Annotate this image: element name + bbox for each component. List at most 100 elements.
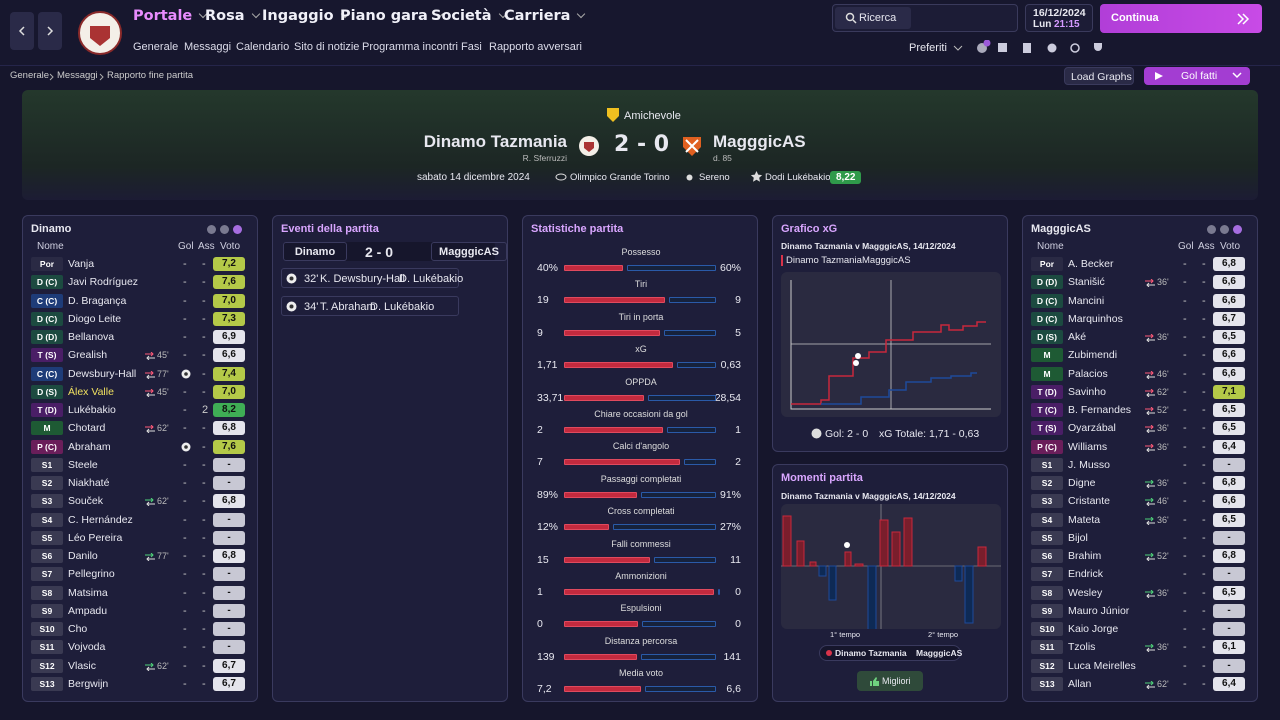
event-row[interactable]: 34' T. Abraham D. Lukébakio — [281, 296, 459, 316]
menu-item[interactable]: Portale — [133, 8, 206, 24]
goals: - — [1183, 331, 1187, 343]
player-name[interactable]: Steele — [68, 458, 98, 471]
player-name[interactable]: Matsima — [68, 586, 108, 599]
player-name[interactable]: Souček — [68, 495, 104, 508]
player-name[interactable]: Mancini — [1068, 294, 1105, 307]
stat-away: 28,54 — [714, 391, 741, 404]
player-name[interactable]: Bergwijn — [68, 677, 109, 690]
player-name[interactable]: Vlasic — [68, 659, 97, 672]
event-row[interactable]: 32' K. Dewsbury-Hall D. Lukébakio — [281, 268, 463, 288]
player-name[interactable]: Brahim — [1068, 550, 1102, 562]
sub-icon — [1144, 388, 1156, 400]
player-name[interactable]: C. Hernández — [68, 513, 133, 526]
panel-dot[interactable] — [1233, 225, 1242, 234]
menu-item[interactable]: Società — [431, 8, 506, 24]
player-name[interactable]: Vanja — [68, 258, 95, 270]
back-button[interactable] — [10, 12, 34, 50]
player-name[interactable]: Ampadu — [68, 604, 108, 617]
player-name[interactable]: A. Becker — [1068, 258, 1114, 270]
player-name[interactable]: Léo Pereira — [68, 531, 123, 544]
menu-item[interactable]: Piano gara — [340, 8, 442, 24]
player-name[interactable]: Cristante — [1068, 495, 1111, 508]
player-name[interactable]: J. Musso — [1068, 458, 1111, 471]
player-name[interactable]: Álex Valle — [68, 385, 114, 398]
forward-button[interactable] — [38, 12, 62, 50]
panel-dot[interactable] — [207, 225, 216, 234]
player-name[interactable]: Chotard — [68, 422, 106, 435]
player-name[interactable]: Zubimendi — [1068, 349, 1118, 362]
player-name[interactable]: Savinho — [1068, 385, 1106, 398]
load-graphs-button[interactable]: Load Graphs — [1064, 67, 1134, 85]
submenu-item[interactable]: Messaggi — [184, 41, 232, 53]
event-assist[interactable]: D. Lukébakio — [370, 301, 435, 313]
menu-item[interactable]: Rosa — [205, 8, 259, 24]
player-name[interactable]: Danilo — [68, 550, 98, 562]
player-name[interactable]: Aké — [1068, 331, 1087, 343]
favorites[interactable]: Preferiti — [909, 42, 947, 54]
position-badge: S13 — [1031, 676, 1063, 691]
goals: - — [183, 531, 187, 544]
event-assist[interactable]: D. Lukébakio — [399, 273, 464, 285]
club-logo[interactable] — [78, 8, 122, 58]
player-name[interactable]: Bellanova — [68, 331, 115, 343]
breadcrumb-item[interactable]: Generale — [10, 70, 50, 81]
submenu-item[interactable]: Fasi — [461, 41, 482, 53]
player-name[interactable]: Mateta — [1068, 513, 1101, 526]
player-name[interactable]: Abraham — [68, 440, 111, 453]
player-name[interactable]: Cho — [68, 623, 88, 635]
search-button[interactable] — [835, 7, 911, 29]
player-name[interactable]: Endrick — [1068, 568, 1104, 581]
player-name[interactable]: Bijol — [1068, 531, 1088, 544]
goals-button[interactable]: Gol fatti — [1144, 67, 1250, 85]
sub-icon — [1144, 278, 1156, 290]
continue-button[interactable]: Continua — [1100, 4, 1262, 33]
player-name[interactable]: D. Bragança — [68, 294, 127, 307]
panel-dot[interactable] — [220, 225, 229, 234]
best-label[interactable]: Migliori — [882, 676, 911, 686]
player-name[interactable]: Tzolis — [1068, 641, 1096, 654]
player-name[interactable]: Palacios — [1068, 367, 1108, 380]
player-name[interactable]: Kaio Jorge — [1068, 623, 1119, 635]
best-button[interactable]: Migliori — [857, 671, 923, 691]
submenu-item[interactable]: Sito di notizie — [294, 41, 360, 53]
load-graphs-label[interactable]: Load Graphs — [1071, 71, 1132, 83]
search-label[interactable]: Ricerca — [859, 12, 897, 24]
player-name[interactable]: Williams — [1068, 440, 1108, 453]
submenu-item[interactable]: Rapporto avversari — [489, 41, 582, 53]
player-name[interactable]: Digne — [1068, 477, 1096, 489]
player-of-match[interactable]: Dodi Lukébakio — [765, 172, 831, 183]
player-name[interactable]: Mauro Júnior — [1068, 604, 1130, 617]
panel-dot[interactable] — [1220, 225, 1229, 234]
menu-item[interactable]: Ingaggio — [262, 8, 348, 24]
player-name[interactable]: Oyarzábal — [1068, 422, 1116, 435]
player-name[interactable]: Lukébakio — [68, 404, 116, 416]
player-name[interactable]: Javi Rodríguez — [68, 276, 139, 289]
player-name[interactable]: Marquinhos — [1068, 312, 1123, 325]
submenu-item[interactable]: Calendario — [236, 41, 290, 53]
continue-label[interactable]: Continua — [1111, 12, 1159, 24]
player-name[interactable]: Grealish — [68, 349, 108, 362]
submenu-item[interactable]: Generale — [133, 41, 179, 53]
menu-item[interactable]: Carriera — [504, 8, 584, 24]
player-name[interactable]: Luca Meirelles — [1068, 659, 1136, 672]
player-name[interactable]: Diogo Leite — [68, 312, 122, 325]
event-scorer[interactable]: K. Dewsbury-Hall — [320, 273, 405, 285]
home-team[interactable]: Dinamo Tazmania — [423, 132, 567, 151]
player-name[interactable]: B. Fernandes — [1068, 404, 1132, 416]
stat-label: Media voto — [618, 668, 664, 679]
panel-dot[interactable] — [233, 225, 242, 234]
player-name[interactable]: Niakhaté — [68, 477, 110, 489]
event-scorer[interactable]: T. Abraham — [320, 301, 376, 313]
goals-label[interactable]: Gol fatti — [1181, 70, 1218, 82]
player-name[interactable]: Wesley — [1068, 586, 1103, 599]
player-name[interactable]: Allan — [1068, 677, 1092, 690]
position-badge: S6 — [31, 549, 63, 563]
away-team[interactable]: MagggicAS — [713, 132, 806, 151]
panel-dot[interactable] — [1207, 225, 1216, 234]
breadcrumb-item[interactable]: Messaggi — [57, 70, 98, 81]
player-name[interactable]: Pellegrino — [68, 568, 115, 581]
player-name[interactable]: Vojvoda — [68, 641, 106, 654]
player-name[interactable]: Stanišić — [1068, 276, 1105, 289]
submenu-item[interactable]: Programma incontri — [362, 41, 458, 53]
player-name[interactable]: Dewsbury-Hall — [68, 367, 137, 380]
